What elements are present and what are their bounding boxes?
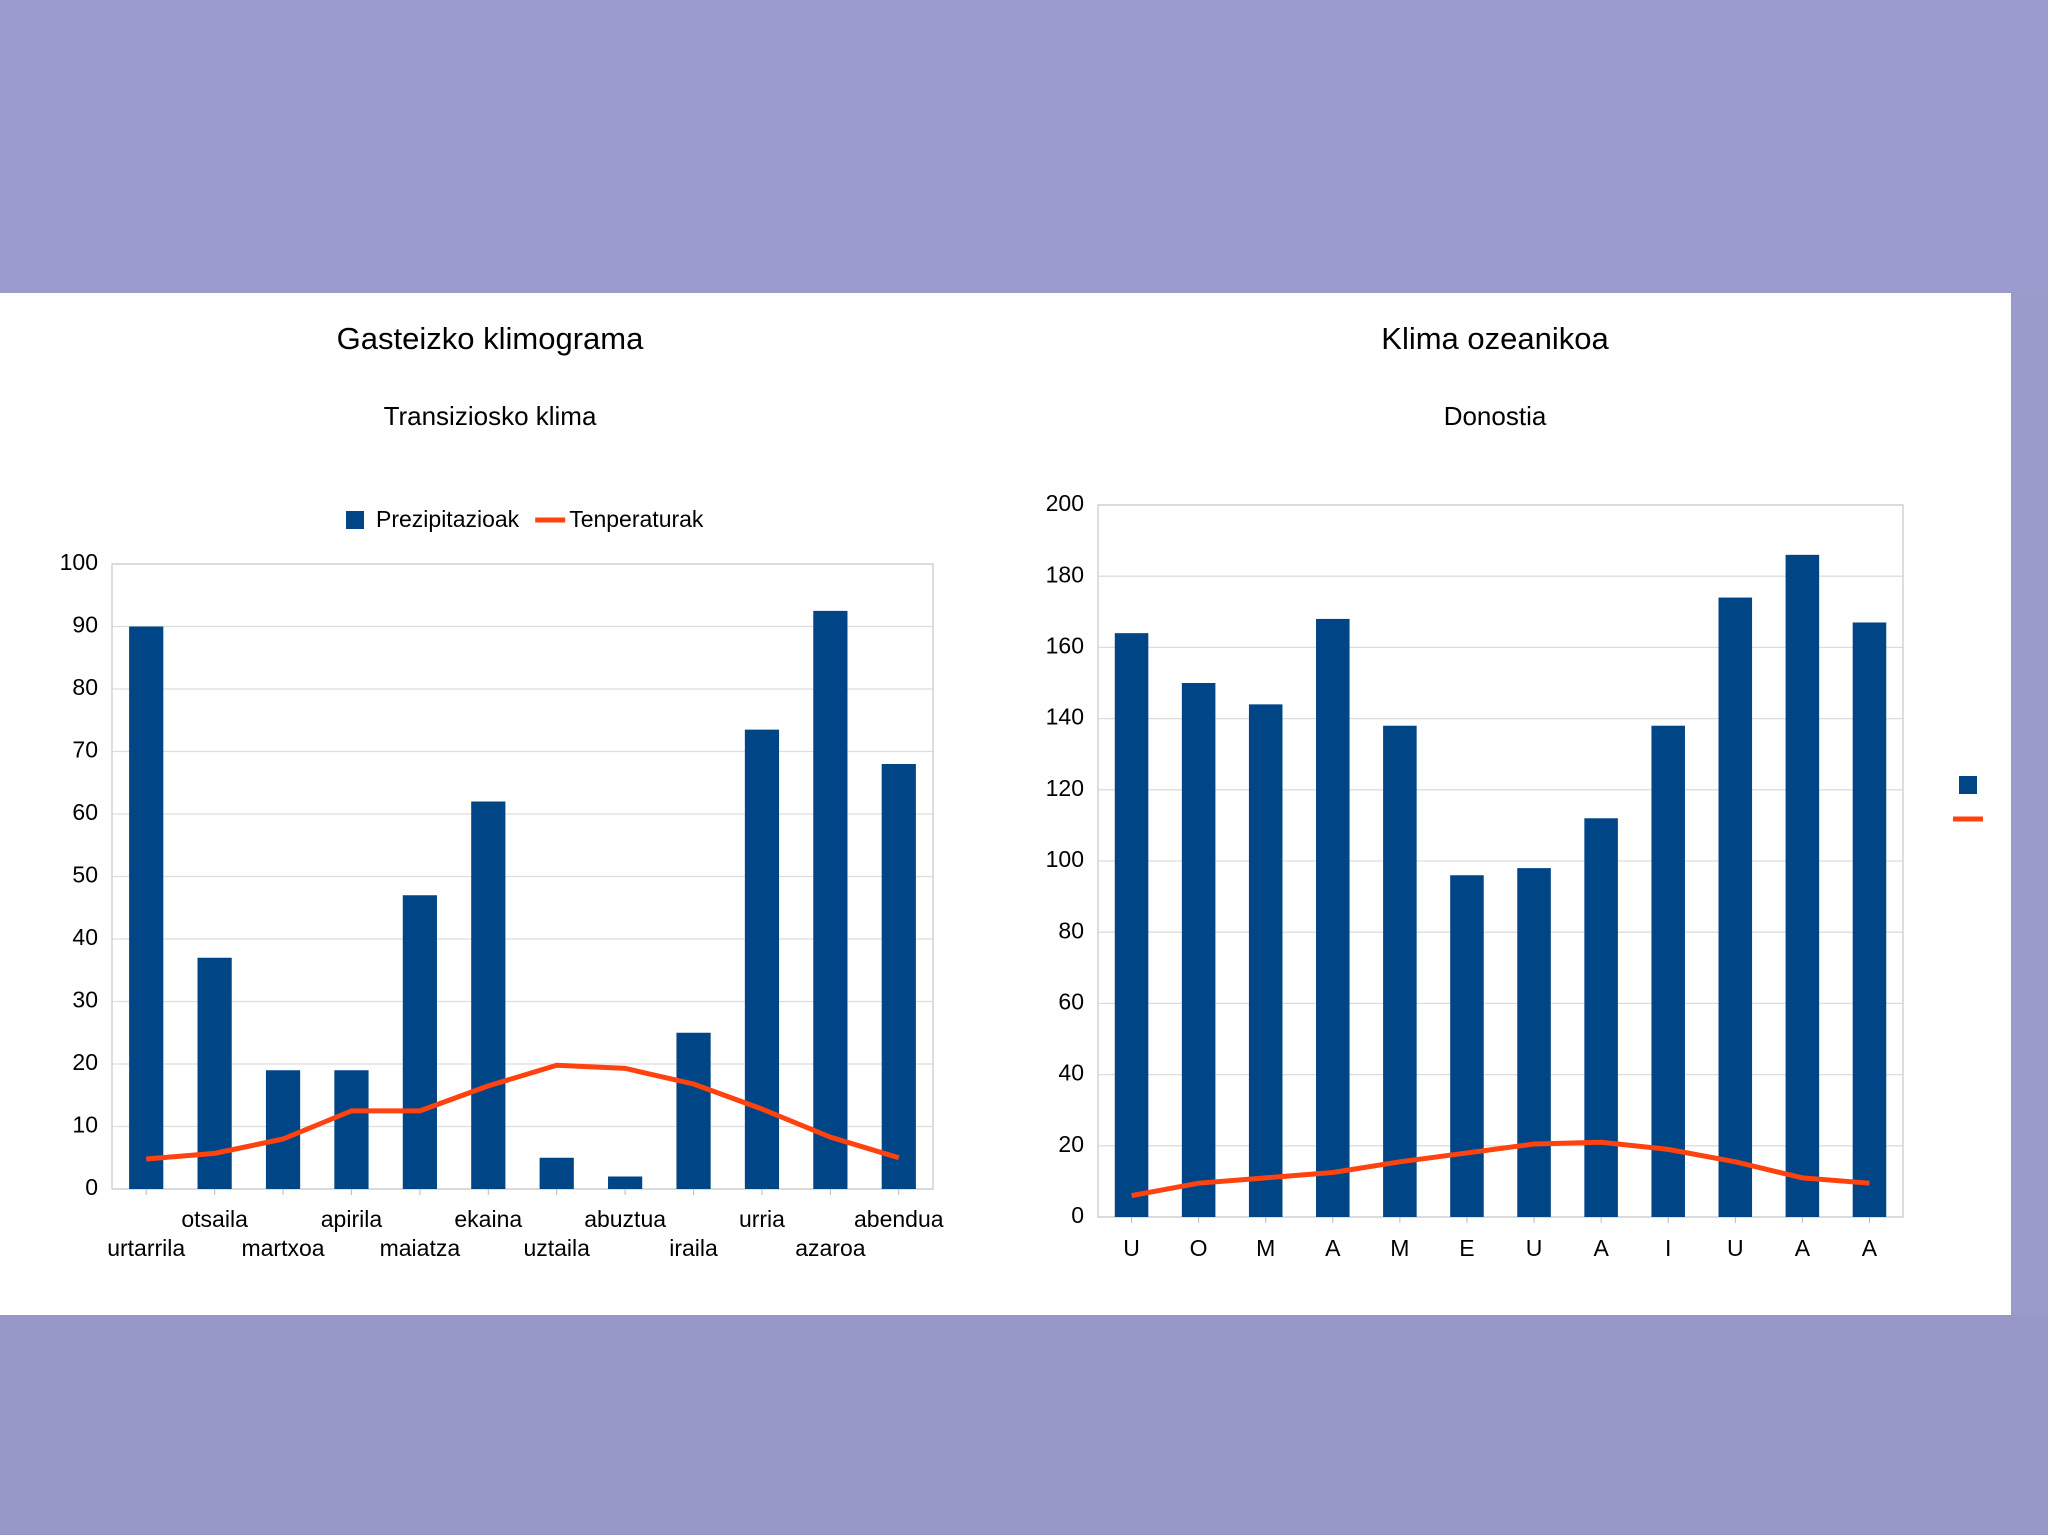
plot-frame: [1097, 504, 1904, 1218]
x-tick-label: maiatza: [380, 1235, 461, 1261]
chart-subtitle: Transiziosko klima: [384, 401, 597, 431]
plot-frame: [111, 563, 934, 1190]
x-tick-label: M: [1256, 1235, 1275, 1261]
y-tick-label: 0: [85, 1174, 98, 1200]
y-tick-label: 20: [72, 1049, 98, 1075]
background-bottom: [0, 1315, 2048, 1535]
x-tick-label: otsaila: [181, 1206, 248, 1232]
y-tick-label: 50: [72, 862, 98, 888]
y-tick-label: 30: [72, 987, 98, 1013]
line: [146, 1062, 900, 1162]
legend-label: Prezipitazioak: [376, 506, 520, 532]
x-tick-label: U: [1526, 1235, 1543, 1261]
bar: [1316, 618, 1350, 1217]
x-tick-label: uztaila: [523, 1235, 590, 1261]
bar: [1114, 633, 1149, 1217]
y-tick-label: 90: [72, 612, 98, 638]
legend-swatch: [346, 511, 364, 529]
x-tick-label: A: [1593, 1235, 1609, 1261]
y-tick-label: 70: [72, 737, 98, 763]
x-tick-label: U: [1727, 1235, 1744, 1261]
x-tick-label: I: [1665, 1235, 1671, 1261]
x-tick-label: azaroa: [795, 1235, 866, 1261]
background-top: [0, 0, 2048, 293]
bar: [402, 895, 437, 1189]
legend-label: Tenperaturak: [569, 506, 704, 532]
x-tick-label: martxoa: [241, 1235, 324, 1261]
bar: [813, 610, 848, 1189]
x-tick-label: M: [1390, 1235, 1409, 1261]
bar: [1517, 868, 1551, 1217]
y-tick-label: 80: [1058, 917, 1084, 943]
y-tick-label: 40: [1058, 1060, 1084, 1086]
bar: [334, 1070, 369, 1189]
y-tick-label: 60: [72, 799, 98, 825]
x-tick-label: U: [1123, 1235, 1140, 1261]
bar: [1718, 597, 1753, 1217]
x-tick-label: urtarrila: [107, 1235, 185, 1261]
bar: [1852, 622, 1887, 1217]
bar: [1584, 818, 1618, 1217]
x-tick-label: A: [1795, 1235, 1811, 1261]
bar: [265, 1070, 301, 1189]
legend-swatch: [1959, 776, 1977, 794]
x-tick-label: E: [1459, 1235, 1474, 1261]
y-tick-label: 200: [1046, 490, 1084, 516]
x-tick-label: A: [1862, 1235, 1878, 1261]
x-tick-label: iraila: [669, 1235, 718, 1261]
bar: [129, 626, 164, 1189]
chart-title: Gasteizko klimograma: [337, 321, 644, 356]
y-tick-label: 100: [60, 549, 98, 575]
y-tick-label: 10: [72, 1112, 98, 1138]
x-tick-label: abendua: [854, 1206, 944, 1232]
bar: [471, 801, 506, 1189]
y-tick-label: 60: [1058, 988, 1084, 1014]
chart-subtitle: Donostia: [1444, 401, 1547, 431]
y-tick-label: 100: [1046, 846, 1084, 872]
y-tick-label: 20: [1058, 1131, 1084, 1157]
x-tick-label: O: [1190, 1235, 1208, 1261]
background-side: [2011, 293, 2048, 1315]
x-tick-label: apirila: [321, 1206, 383, 1232]
y-tick-label: 140: [1046, 704, 1084, 730]
x-tick-label: abuztua: [584, 1206, 666, 1232]
bar: [881, 764, 916, 1189]
bar: [1181, 683, 1216, 1217]
x-tick-label: urria: [739, 1206, 785, 1232]
y-tick-label: 0: [1071, 1202, 1084, 1228]
bar: [608, 1176, 643, 1189]
chart-title: Klima ozeanikoa: [1381, 321, 1609, 356]
bar: [1785, 554, 1820, 1217]
bar: [676, 1032, 711, 1189]
line: [1131, 1139, 1870, 1199]
y-tick-label: 120: [1046, 775, 1084, 801]
bar: [1651, 725, 1685, 1217]
x-tick-label: A: [1325, 1235, 1341, 1261]
bar: [539, 1157, 574, 1189]
y-tick-label: 180: [1046, 561, 1084, 587]
y-tick-label: 80: [72, 674, 98, 700]
chart-panel: [0, 293, 2011, 1315]
y-tick-label: 40: [72, 924, 98, 950]
bar: [1383, 725, 1417, 1217]
y-tick-label: 160: [1046, 632, 1084, 658]
x-tick-label: ekaina: [454, 1206, 522, 1232]
bar: [1248, 704, 1283, 1217]
bar: [744, 729, 780, 1189]
bar: [1450, 875, 1484, 1217]
